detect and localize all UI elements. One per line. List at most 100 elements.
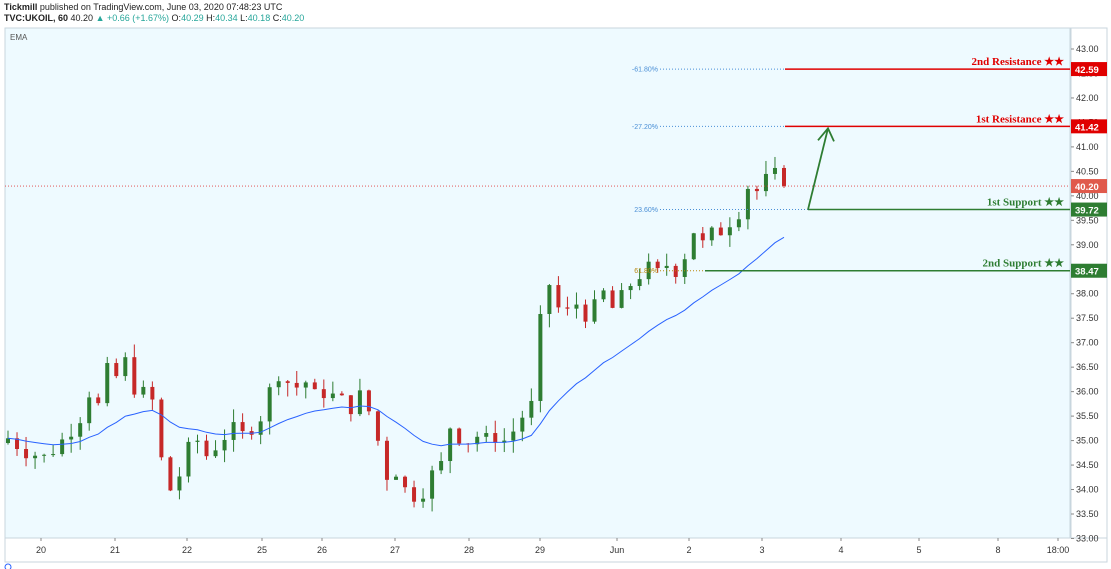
candle-body xyxy=(637,279,642,287)
y-tick-label: 40.50 xyxy=(1076,166,1099,176)
candle-body xyxy=(141,386,146,395)
candle-body xyxy=(394,476,398,480)
resistance-label: 2nd Resistance ★★ xyxy=(972,56,1065,68)
candle-body xyxy=(312,382,317,390)
candle-body xyxy=(96,397,101,404)
candle-body xyxy=(15,438,20,450)
candle-body xyxy=(366,390,371,412)
target-arrow-head xyxy=(817,126,835,142)
x-tick-label: 2 xyxy=(686,545,691,555)
x-tick-label: Jun xyxy=(610,545,625,555)
candle-body xyxy=(583,304,588,322)
candle-body xyxy=(240,422,245,432)
candle-body xyxy=(628,286,633,291)
price-change: ▲ +0.66 (+1.67%) xyxy=(95,13,170,23)
indicator-label[interactable]: EMA xyxy=(10,33,28,42)
time-axis[interactable] xyxy=(4,537,1108,563)
candle-body xyxy=(231,422,236,440)
x-tick-label: 27 xyxy=(390,545,400,555)
candle-body xyxy=(718,227,723,236)
candle-body xyxy=(592,299,597,322)
support-price-tag[interactable] xyxy=(1071,263,1107,278)
logo-icon xyxy=(4,563,12,569)
y-tick-label: 42.00 xyxy=(1076,93,1099,103)
candle-body xyxy=(204,440,209,457)
candle-body xyxy=(123,357,128,377)
x-tick-label: 20 xyxy=(36,545,46,555)
candle-body xyxy=(69,436,74,440)
candle-body xyxy=(448,428,453,462)
candle-body xyxy=(195,440,200,442)
candle-body xyxy=(321,389,326,399)
candle-body xyxy=(754,188,759,192)
candle-body xyxy=(484,433,489,437)
symbol-line: TVC:UKOIL, 60 40.20 ▲ +0.66 (+1.67%) O:4… xyxy=(4,13,304,24)
y-tick-label: 35.00 xyxy=(1076,436,1099,446)
x-tick-label: 28 xyxy=(464,545,474,555)
fib-level-label: 23.60% xyxy=(634,207,658,214)
candle-body xyxy=(700,233,705,241)
y-tick-label: 38.00 xyxy=(1076,289,1099,299)
candle-body xyxy=(132,357,137,395)
y-tick-label: 34.50 xyxy=(1076,460,1099,470)
candle-body xyxy=(439,461,444,471)
publisher-name[interactable]: Tickmill xyxy=(4,2,38,12)
candle-body xyxy=(177,476,182,491)
fib-level-label: 61.80% xyxy=(634,268,658,275)
candle-body xyxy=(457,428,462,444)
candle-body xyxy=(276,381,281,388)
candle-body xyxy=(619,290,624,308)
x-tick-label: 22 xyxy=(182,545,192,555)
resistance-label: 1st Resistance ★★ xyxy=(976,113,1064,125)
last-price: 40.20 xyxy=(70,13,94,23)
candle-body xyxy=(213,450,218,457)
close-label: C: xyxy=(272,13,282,23)
x-tick-label: 25 xyxy=(257,545,267,555)
symbol-name[interactable]: TVC:UKOIL, 60 xyxy=(4,13,69,23)
ema-line xyxy=(7,236,785,447)
candle-body xyxy=(475,436,480,445)
publish-line: Tickmill published on TradingView.com, J… xyxy=(4,2,304,13)
candle-body xyxy=(105,363,110,404)
y-tick-label: 43.00 xyxy=(1076,44,1099,54)
resistance-price-tag-text: 42.59 xyxy=(1075,65,1099,76)
candle-body xyxy=(655,261,660,269)
candle-body xyxy=(421,498,426,502)
candle-body xyxy=(673,265,678,277)
candle-body xyxy=(33,455,38,459)
x-tick-label: 3 xyxy=(759,545,764,555)
support-price-tag-text: 38.47 xyxy=(1075,267,1099,278)
resistance-price-tag[interactable] xyxy=(1071,62,1107,77)
candle-body xyxy=(159,399,164,458)
support-price-tag[interactable] xyxy=(1071,202,1107,217)
y-tick-label: 39.50 xyxy=(1076,215,1099,225)
high-label: H: xyxy=(206,13,216,23)
candle-body xyxy=(375,411,380,441)
candle-body xyxy=(691,233,696,260)
candle-body xyxy=(339,393,344,396)
candle-body xyxy=(150,386,155,400)
candle-body xyxy=(493,433,498,443)
candle-body xyxy=(610,290,615,308)
candle-body xyxy=(520,417,525,432)
published-text: published on TradingView.com, June 03, 2… xyxy=(37,2,283,12)
support-label: 2nd Support ★★ xyxy=(983,258,1065,270)
y-tick-label: 39.00 xyxy=(1076,240,1099,250)
close-value: 40.20 xyxy=(281,13,305,23)
candle-body xyxy=(763,173,768,192)
last-price-tag[interactable] xyxy=(1071,179,1107,194)
low-label: L: xyxy=(240,13,248,23)
x-tick-label: 5 xyxy=(916,545,921,555)
candle-body xyxy=(682,259,687,277)
candle-body xyxy=(294,382,299,388)
resistance-price-tag-text: 41.42 xyxy=(1075,122,1099,133)
price-axis[interactable] xyxy=(1070,27,1108,539)
x-tick-label: 26 xyxy=(317,545,327,555)
candles xyxy=(6,156,786,512)
y-tick-label: 37.00 xyxy=(1076,338,1099,348)
candle-body xyxy=(42,454,47,456)
resistance-price-tag[interactable] xyxy=(1071,119,1107,134)
fib-level-label: -27.20% xyxy=(632,124,658,131)
candle-body xyxy=(736,219,741,228)
